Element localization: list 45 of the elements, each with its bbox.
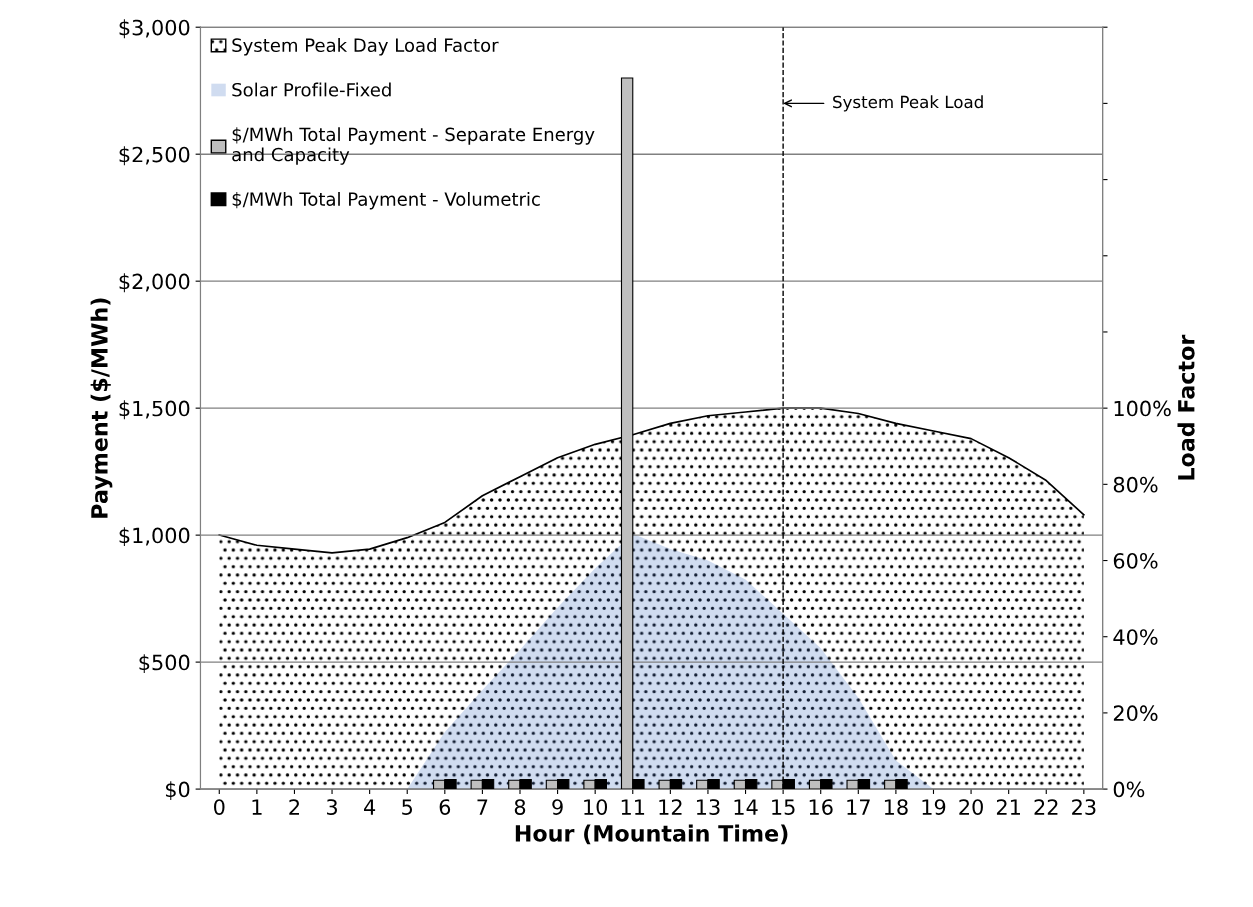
x-tick-label: 0: [214, 799, 225, 815]
y-tick-label: $2,500: [119, 146, 190, 166]
x-tick-label: 11: [621, 799, 645, 815]
x-tick-label: 16: [809, 799, 833, 815]
x-tick-label: 23: [1072, 799, 1096, 815]
ref-line-label: System Peak Load: [833, 95, 983, 112]
x-tick-label: 17: [847, 799, 870, 815]
x-tick-label: 5: [402, 799, 413, 815]
legend-label: System Peak Day Load Factor: [232, 38, 499, 56]
y-tick-label: $2,000: [119, 273, 190, 293]
x-tick-label: 2: [289, 799, 299, 815]
x-tick-label: 12: [659, 799, 682, 815]
x-tick-label: 9: [552, 799, 563, 815]
x-tick-label: 3: [327, 799, 337, 815]
x-axis-title: Hour (Mountain Time): [515, 824, 788, 845]
x-tick-label: 15: [772, 799, 795, 815]
x-tick-label: 21: [996, 799, 1020, 815]
x-tick-label: 14: [734, 799, 758, 815]
x-tick-label: 1: [252, 799, 262, 815]
x-tick-label: 19: [922, 799, 946, 815]
y2-axis-title: Load Factor: [1177, 334, 1195, 480]
x-tick-label: 6: [439, 799, 451, 815]
y-tick-label: $1,500: [119, 400, 190, 420]
legend-label: Solar Profile-Fixed: [232, 82, 391, 97]
y-tick-label: $1,000: [119, 527, 190, 547]
y-tick-label: $0: [165, 781, 190, 801]
x-tick-label: 10: [584, 799, 608, 815]
x-tick-label: 18: [884, 799, 908, 815]
y2-tick-label: 40%: [1113, 629, 1158, 645]
x-tick-label: 13: [696, 799, 720, 815]
y2-tick-label: 0%: [1113, 781, 1145, 798]
y2-tick-label: 20%: [1113, 705, 1158, 722]
x-tick-label: 20: [959, 799, 983, 815]
legend-label: $/MWh Total Payment - Volumetric: [232, 191, 540, 210]
x-tick-label: 4: [364, 799, 376, 815]
y-tick-label: $3,000: [119, 19, 190, 39]
x-tick-label: 7: [477, 799, 488, 815]
y2-tick-label: 60%: [1113, 552, 1158, 569]
y-tick-label: $500: [139, 654, 190, 674]
x-tick-label: 8: [514, 799, 526, 815]
y2-tick-label: 80%: [1113, 476, 1158, 493]
legend-label: $/MWh Total Payment - Separate Energy and Capacity: [232, 127, 595, 165]
y2-tick-label: 100%: [1114, 400, 1171, 417]
x-tick-label: 22: [1034, 799, 1058, 815]
y-axis-title: Payment ($/MWh): [90, 298, 113, 518]
